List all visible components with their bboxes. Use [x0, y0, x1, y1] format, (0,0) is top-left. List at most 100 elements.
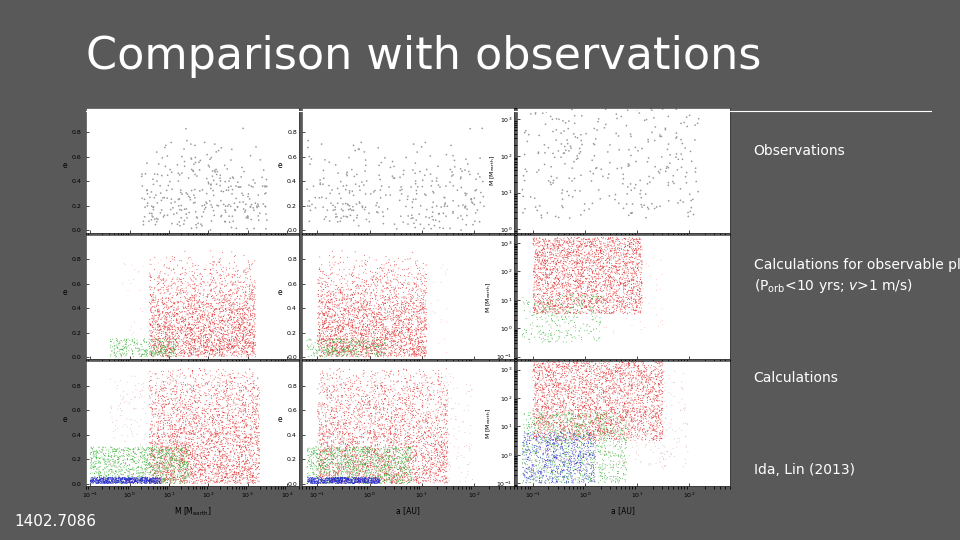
Point	[571, 281, 587, 289]
Point	[531, 421, 546, 430]
Point	[148, 318, 163, 327]
Point	[243, 463, 258, 471]
Point	[553, 399, 568, 408]
Point	[325, 460, 341, 469]
Point	[524, 325, 540, 333]
Point	[184, 325, 200, 333]
Point	[324, 281, 339, 289]
Point	[334, 465, 349, 474]
Point	[120, 455, 135, 464]
Point	[143, 403, 158, 412]
Point	[322, 474, 337, 483]
Point	[415, 342, 430, 351]
Point	[357, 424, 372, 433]
Point	[352, 406, 368, 414]
Point	[578, 287, 593, 296]
Point	[230, 418, 246, 427]
Point	[369, 292, 384, 300]
Point	[182, 323, 198, 332]
Point	[185, 347, 201, 355]
Point	[549, 446, 564, 454]
Point	[170, 261, 185, 269]
Point	[108, 476, 124, 484]
Point	[193, 392, 208, 400]
Point	[343, 429, 358, 437]
Point	[584, 299, 599, 308]
Point	[622, 308, 637, 316]
Point	[551, 475, 566, 484]
Point	[372, 319, 387, 327]
Point	[334, 247, 349, 255]
Point	[536, 392, 551, 400]
Point	[204, 302, 220, 311]
Point	[333, 475, 348, 483]
Point	[582, 402, 597, 411]
Point	[315, 472, 330, 481]
Point	[223, 286, 238, 295]
Point	[550, 394, 565, 402]
Point	[216, 404, 231, 413]
Point	[245, 370, 260, 379]
Point	[611, 412, 626, 421]
Point	[579, 381, 594, 389]
Point	[315, 316, 330, 325]
Point	[190, 314, 205, 322]
Point	[647, 427, 662, 435]
Point	[558, 406, 573, 415]
Point	[538, 420, 553, 429]
Point	[632, 244, 647, 253]
Point	[111, 474, 127, 482]
Point	[248, 350, 263, 359]
Point	[563, 432, 578, 441]
Point	[549, 455, 564, 463]
Point	[228, 306, 244, 314]
Point	[169, 451, 184, 460]
Point	[544, 467, 560, 476]
Point	[530, 274, 545, 283]
Point	[228, 468, 244, 476]
Point	[626, 273, 641, 282]
Point	[588, 283, 604, 292]
Point	[464, 195, 479, 204]
Point	[232, 198, 248, 206]
Point	[340, 476, 355, 484]
Point	[185, 427, 201, 435]
Point	[331, 464, 347, 473]
Point	[227, 468, 242, 477]
Point	[165, 292, 180, 300]
Point	[374, 472, 390, 481]
Point	[399, 298, 415, 307]
Point	[330, 310, 346, 319]
Point	[115, 476, 131, 484]
Point	[574, 250, 589, 259]
Point	[215, 280, 230, 289]
Point	[401, 327, 417, 335]
Point	[235, 467, 251, 475]
Point	[250, 400, 265, 409]
Point	[518, 438, 534, 447]
Point	[607, 388, 622, 396]
Point	[388, 300, 403, 309]
Point	[630, 264, 645, 273]
Point	[536, 271, 551, 279]
Point	[577, 367, 592, 375]
Point	[162, 476, 178, 484]
Point	[625, 400, 640, 409]
Point	[178, 339, 193, 347]
Point	[158, 471, 174, 480]
Point	[560, 415, 575, 423]
Point	[363, 477, 378, 486]
Point	[194, 300, 209, 309]
Point	[669, 129, 684, 137]
Point	[596, 307, 612, 315]
Point	[167, 311, 182, 320]
Point	[401, 478, 417, 487]
Point	[560, 238, 575, 247]
Point	[249, 381, 264, 390]
Point	[571, 426, 587, 435]
Point	[361, 474, 376, 482]
Point	[574, 434, 589, 443]
Point	[558, 478, 573, 487]
Point	[176, 476, 191, 485]
Point	[137, 479, 153, 488]
